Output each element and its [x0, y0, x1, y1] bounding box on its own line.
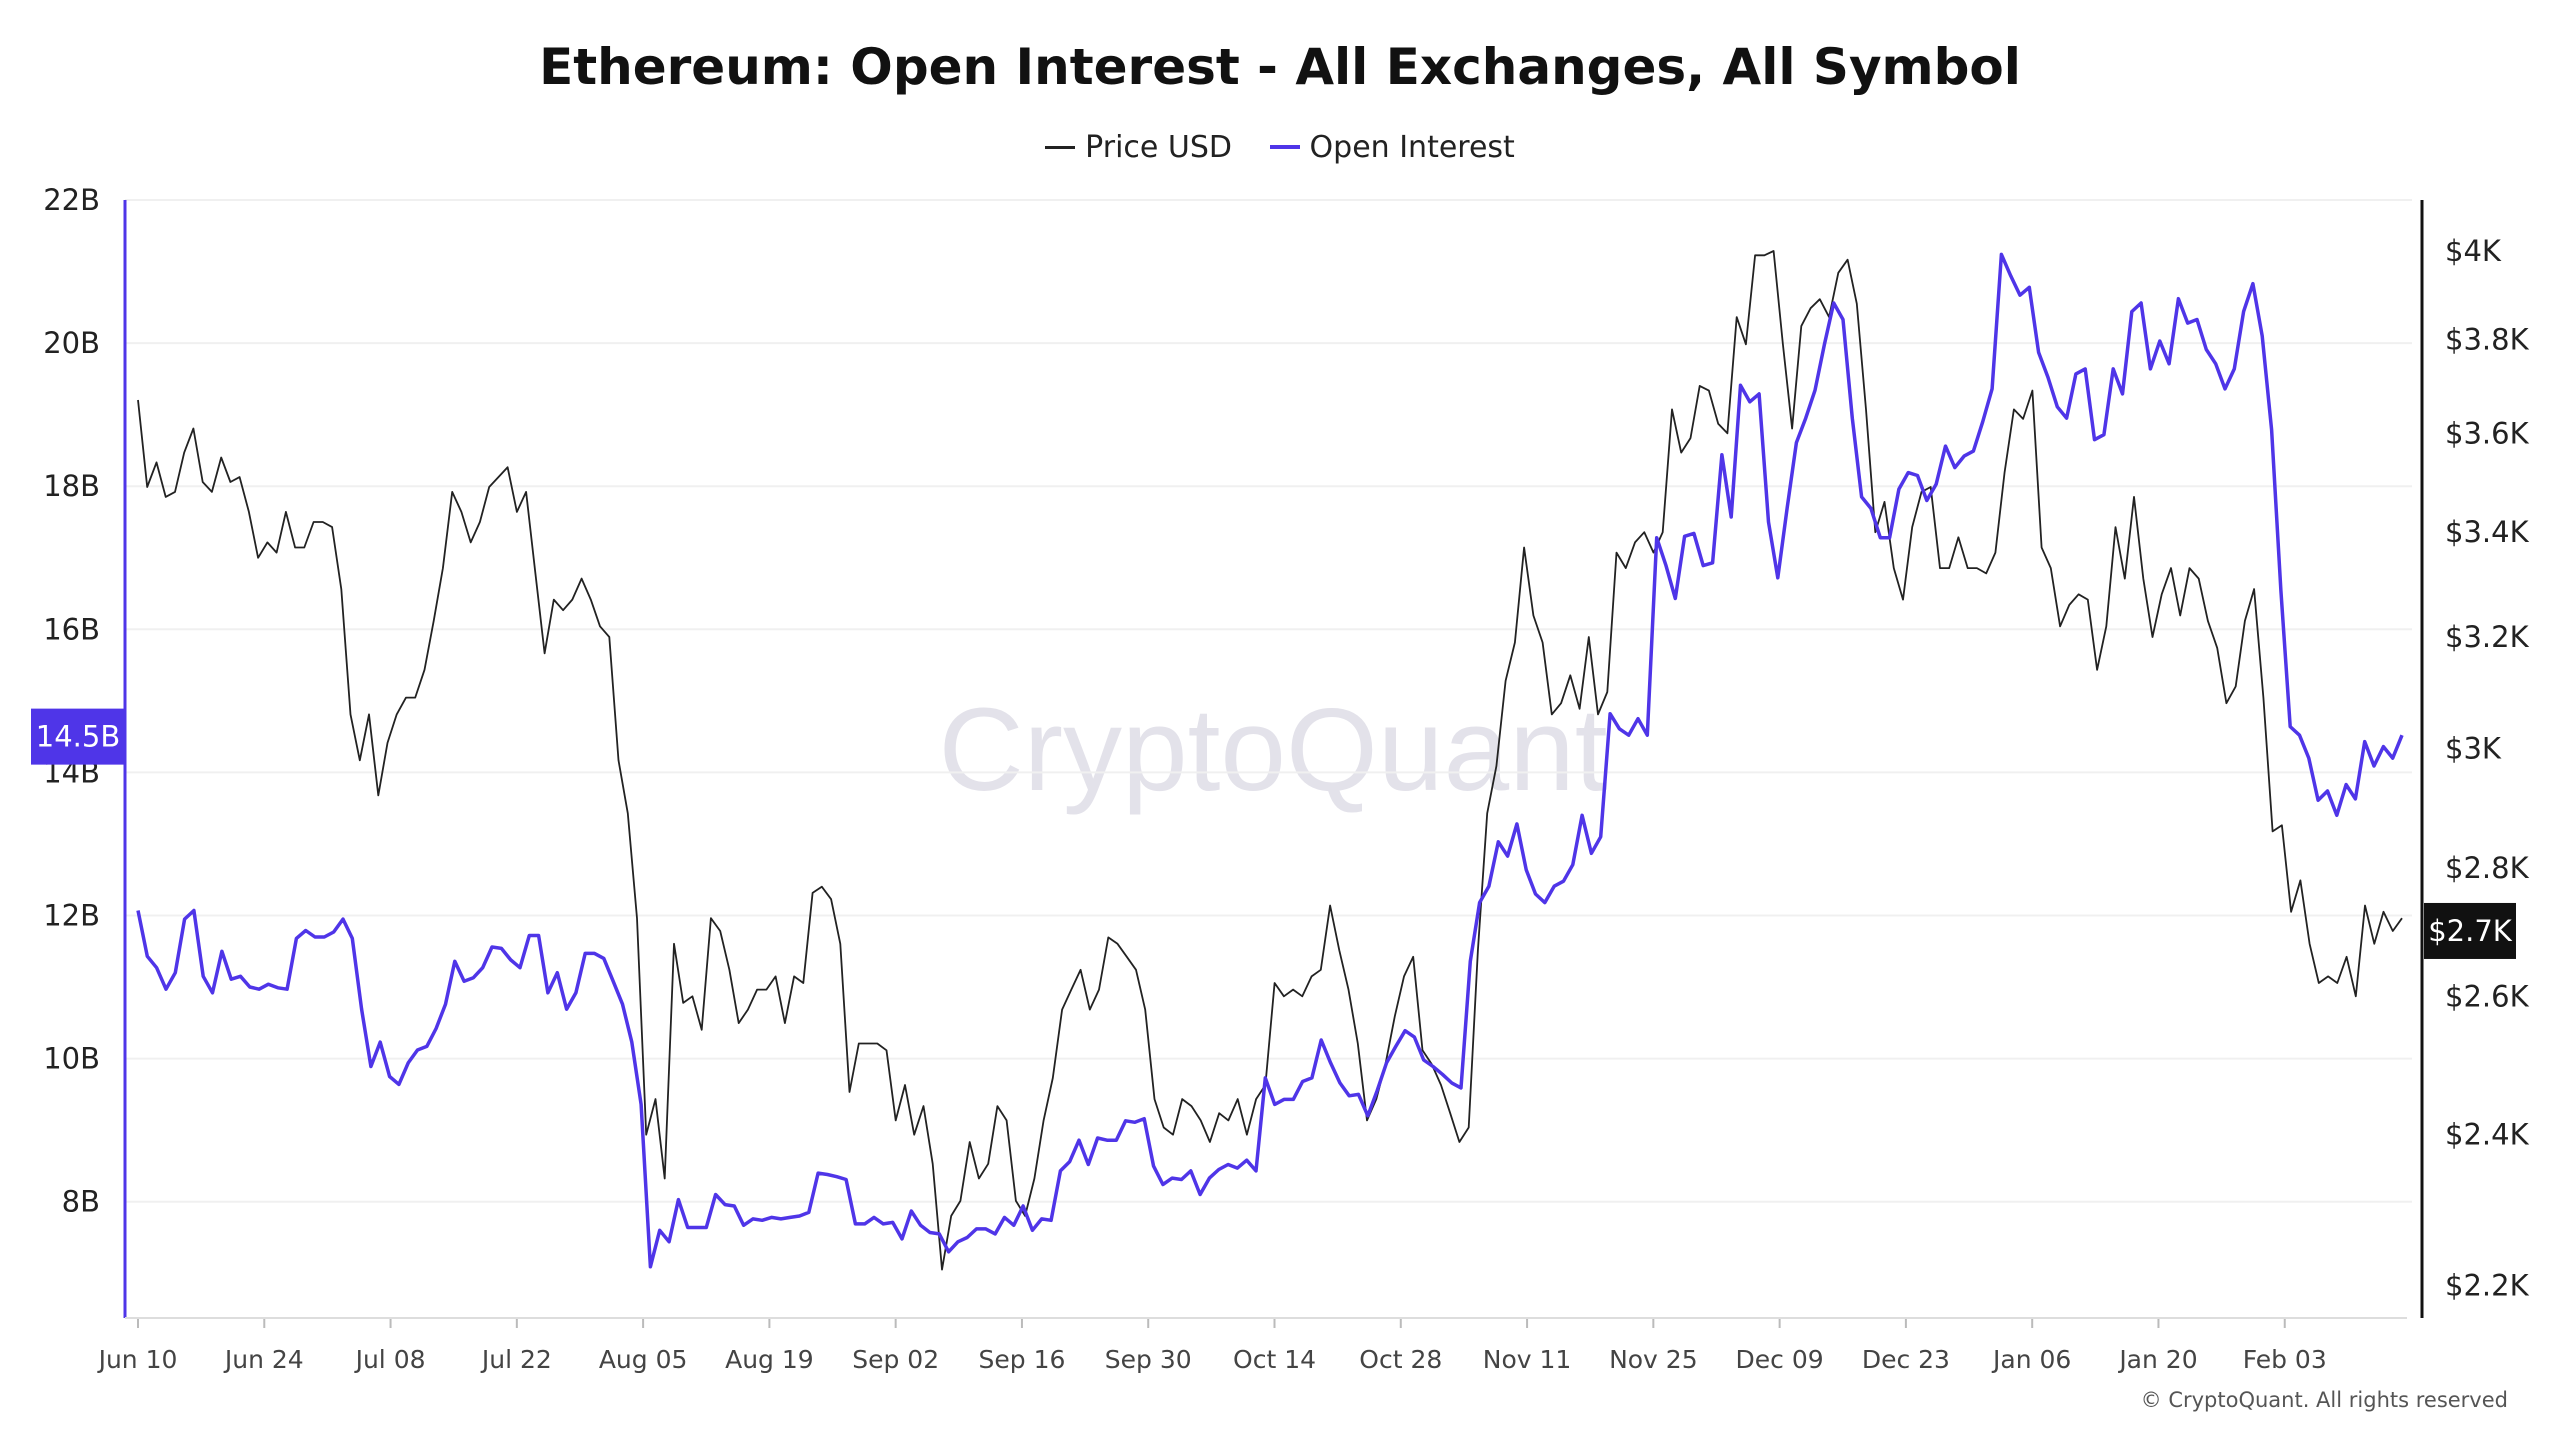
- legend-label-price: Price USD: [1085, 130, 1232, 165]
- legend-swatch-open-interest: [1269, 145, 1300, 149]
- legend-item-open-interest[interactable]: Open Interest: [1269, 129, 1515, 165]
- legend-swatch-price: [1045, 146, 1076, 149]
- x-tick-label: Oct 28: [1359, 1345, 1442, 1374]
- x-tick-label: Jun 24: [223, 1345, 304, 1374]
- left-tick-label: 8B: [62, 1185, 100, 1219]
- current-oi-label: 14.5B: [36, 720, 120, 754]
- right-tick-label: $3.8K: [2445, 323, 2530, 357]
- left-tick-label: 22B: [43, 183, 100, 217]
- copyright-notice: © CryptoQuant. All rights reserved: [2140, 1388, 2508, 1412]
- legend: Price USD Open Interest: [0, 122, 2560, 165]
- x-tick-label: Dec 09: [1736, 1345, 1824, 1374]
- right-tick-label: $3.6K: [2445, 416, 2530, 450]
- right-tick-label: $2.2K: [2445, 1268, 2530, 1302]
- x-tick-label: Jan 20: [2117, 1345, 2197, 1374]
- x-tick-label: Jul 22: [480, 1345, 552, 1374]
- left-tick-label: 20B: [43, 326, 100, 360]
- x-tick-label: Feb 03: [2243, 1345, 2327, 1374]
- right-tick-label: $3.4K: [2445, 515, 2530, 549]
- left-tick-label: 18B: [43, 469, 100, 503]
- right-tick-label: $3K: [2445, 732, 2502, 766]
- legend-item-price[interactable]: Price USD: [1045, 130, 1232, 165]
- right-tick-label: $2.6K: [2445, 979, 2530, 1013]
- x-tick-label: Nov 25: [1609, 1345, 1698, 1374]
- x-tick-label: Sep 16: [979, 1345, 1066, 1374]
- current-oi-badge: [31, 708, 125, 765]
- x-tick-label: Sep 30: [1105, 1345, 1192, 1374]
- x-tick-label: Aug 05: [599, 1345, 688, 1374]
- x-tick-label: Dec 23: [1862, 1345, 1950, 1374]
- tick-labels: 8B10B12B14B16B18B20B22B$2.2K$2.4K$2.6K$2…: [31, 183, 2530, 1374]
- x-tick-label: Nov 11: [1483, 1345, 1572, 1374]
- x-tick-label: Aug 19: [725, 1345, 814, 1374]
- x-tick-label: Sep 02: [852, 1345, 939, 1374]
- x-tick-label: Oct 14: [1233, 1345, 1316, 1374]
- series-lines: [136, 250, 2404, 1271]
- right-tick-label: $2.4K: [2445, 1118, 2530, 1152]
- x-tick-label: Jan 06: [1991, 1345, 2071, 1374]
- right-tick-label: $3.2K: [2445, 620, 2530, 654]
- left-tick-label: 12B: [43, 899, 100, 933]
- x-tick-label: Jun 10: [97, 1345, 178, 1374]
- current-price-label: $2.7K: [2428, 914, 2513, 948]
- x-tick-label: Jul 08: [354, 1345, 426, 1374]
- right-tick-label: $2.8K: [2445, 851, 2530, 885]
- left-tick-label: 10B: [43, 1042, 100, 1076]
- price-usd-line: [137, 250, 2403, 1271]
- left-tick-label: 16B: [43, 612, 100, 646]
- right-tick-label: $4K: [2445, 234, 2502, 268]
- chart-title: Ethereum: Open Interest - All Exchanges,…: [539, 38, 2021, 96]
- open-interest-line: [136, 252, 2404, 1269]
- watermark: CryptoQuant: [939, 684, 1608, 816]
- current-price-badge: [2424, 902, 2516, 959]
- legend-label-open-interest: Open Interest: [1309, 129, 1515, 165]
